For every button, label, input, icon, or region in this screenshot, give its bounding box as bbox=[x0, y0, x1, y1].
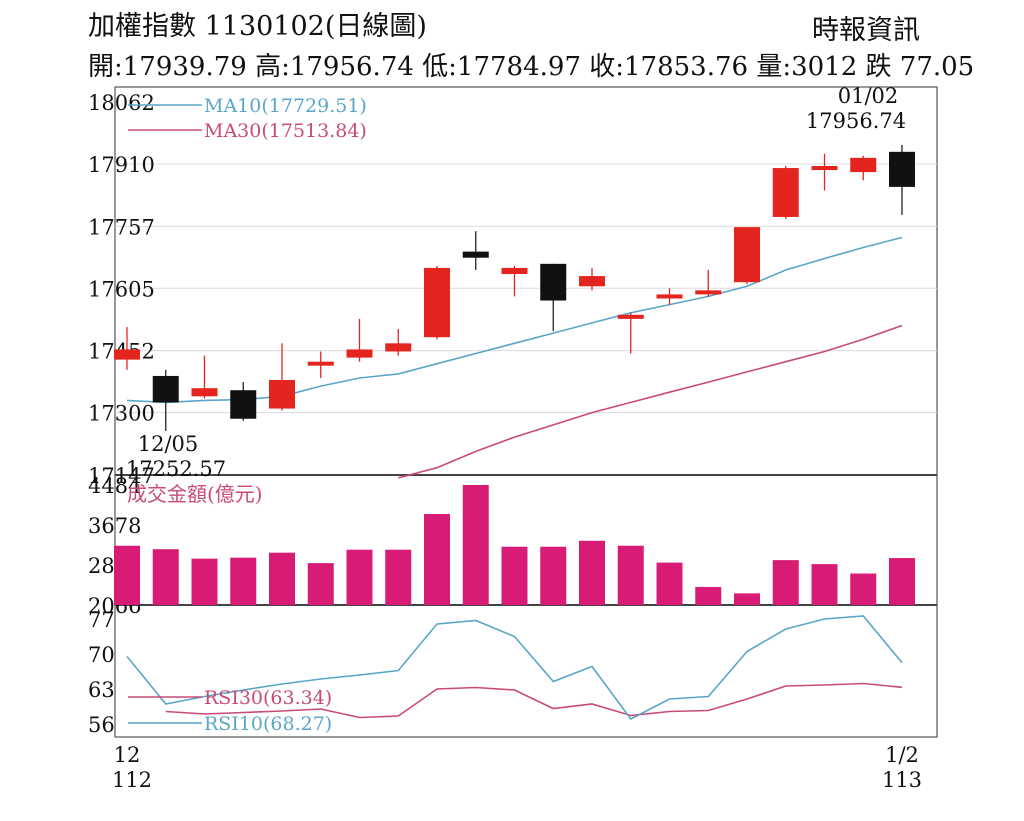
chart-title: 加權指數 1130102(日線圖) bbox=[88, 11, 427, 42]
y-tick-label: 17300 bbox=[88, 402, 155, 426]
candle-body bbox=[579, 276, 605, 287]
candle-body bbox=[695, 290, 722, 295]
candle-body bbox=[114, 349, 140, 360]
high-value-label: 17956.74 bbox=[806, 109, 906, 133]
candle-body bbox=[889, 151, 915, 187]
volume-bar bbox=[269, 552, 295, 605]
legend-label: RSI30(63.34) bbox=[204, 687, 332, 709]
volume-bar bbox=[811, 564, 838, 605]
data-source: 時報資訊 bbox=[812, 15, 920, 46]
candle-body bbox=[385, 343, 412, 352]
candle-body bbox=[230, 390, 257, 419]
candle-body bbox=[772, 168, 799, 217]
y-tick-label: 3678 bbox=[88, 514, 141, 538]
rsi10-line bbox=[126, 615, 903, 721]
ma30-line bbox=[398, 324, 903, 479]
legend-label: MA10(17729.51) bbox=[204, 95, 367, 117]
volume-bar bbox=[850, 573, 877, 605]
legend-label: MA30(17513.84) bbox=[204, 120, 367, 142]
candle-body bbox=[811, 166, 838, 171]
ohlc-stats: 開:17939.79 高:17956.74 低:17784.97 收:17853… bbox=[88, 52, 975, 82]
volume-bar bbox=[346, 549, 373, 605]
volume-bar bbox=[114, 545, 140, 605]
candle-body bbox=[540, 263, 567, 301]
volume-bar bbox=[695, 586, 722, 605]
volume-bar bbox=[191, 558, 218, 605]
low-date-label: 12/05 bbox=[138, 432, 199, 456]
y-tick-label: 4484 bbox=[88, 474, 141, 498]
volume-bar bbox=[462, 485, 489, 605]
y-tick-label: 63 bbox=[88, 678, 115, 702]
volume-bar bbox=[772, 560, 799, 605]
candle-body bbox=[850, 157, 877, 173]
volume-bar bbox=[540, 546, 567, 605]
y-tick-label: 70 bbox=[88, 643, 115, 667]
candle-body bbox=[191, 388, 218, 397]
y-tick-label: 56 bbox=[88, 713, 115, 737]
candle-body bbox=[269, 380, 295, 409]
high-date-label: 01/02 bbox=[838, 84, 899, 108]
volume-panel-title: 成交金額(億元) bbox=[127, 482, 263, 506]
y-tick-label: 17147 bbox=[88, 464, 155, 488]
volume-bar bbox=[307, 563, 334, 605]
volume-bar bbox=[579, 540, 605, 605]
plot-frame bbox=[114, 86, 938, 738]
volume-bar bbox=[889, 558, 915, 605]
volume-bar bbox=[385, 549, 412, 605]
volume-bar bbox=[617, 545, 644, 605]
candle-body bbox=[734, 227, 760, 283]
volume-bar bbox=[152, 549, 179, 605]
volume-bar bbox=[656, 562, 683, 605]
candle-body bbox=[307, 361, 334, 366]
volume-bar bbox=[424, 513, 450, 605]
volume-bar bbox=[501, 546, 528, 605]
x-end-year-label: 113 bbox=[882, 768, 922, 792]
volume-bar bbox=[230, 557, 257, 605]
candle-body bbox=[656, 294, 683, 299]
legend-label: RSI10(68.27) bbox=[204, 713, 332, 735]
candle-body bbox=[462, 251, 489, 258]
rsi30-line bbox=[165, 682, 903, 719]
candle-body bbox=[501, 267, 528, 275]
y-tick-label: 77 bbox=[88, 608, 115, 632]
candle-body bbox=[346, 349, 373, 358]
x-start-label: 12 bbox=[114, 743, 141, 767]
candle-body bbox=[152, 375, 179, 403]
volume-bar bbox=[734, 593, 760, 605]
ma10-line bbox=[126, 236, 903, 404]
x-end-label: 1/2 bbox=[885, 743, 919, 767]
y-tick-label: 17910 bbox=[88, 153, 155, 177]
candle-body bbox=[424, 267, 450, 338]
y-tick-label: 17605 bbox=[88, 277, 155, 301]
y-tick-label: 17757 bbox=[88, 215, 155, 239]
low-value-label: 17252.57 bbox=[126, 457, 226, 481]
y-tick-label: 18062 bbox=[88, 91, 155, 115]
x-start-year-label: 112 bbox=[112, 768, 152, 792]
candle-body bbox=[617, 314, 644, 319]
